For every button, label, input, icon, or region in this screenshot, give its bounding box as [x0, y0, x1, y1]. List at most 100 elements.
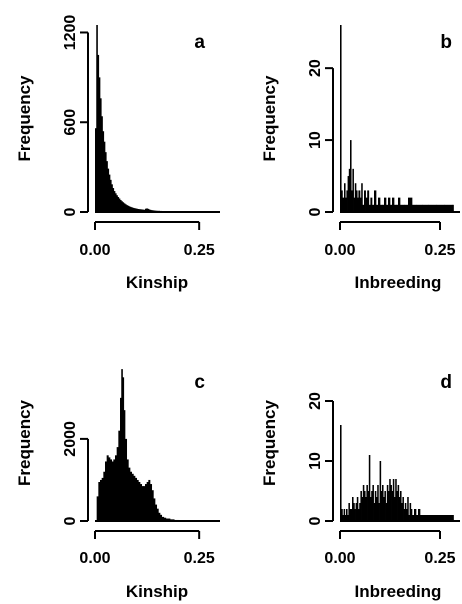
histogram-bar	[420, 515, 425, 521]
histogram-bar	[121, 369, 123, 521]
histogram-bar	[356, 190, 358, 212]
histogram-bar	[141, 486, 144, 521]
histogram-bar	[358, 190, 361, 212]
histogram-bars	[96, 369, 218, 521]
histogram-bar	[444, 204, 453, 212]
histogram-bar	[165, 518, 171, 521]
histogram-bar	[126, 205, 128, 212]
histogram-bar	[366, 485, 368, 521]
y-tick-label: 0	[307, 207, 324, 216]
histogram-bar	[161, 516, 165, 521]
histogram-bar	[389, 479, 391, 521]
histogram-bar	[390, 485, 392, 521]
histogram-bar	[362, 204, 365, 212]
histogram-bar	[110, 459, 113, 521]
panel-letter: b	[440, 32, 452, 53]
histogram-bars	[340, 425, 454, 521]
histogram-bar	[372, 485, 374, 521]
histogram-bar	[136, 479, 139, 521]
histogram-bar	[378, 197, 381, 212]
histogram-bar	[127, 205, 130, 212]
y-axis-label: Frequency	[15, 399, 34, 486]
histogram-bar	[143, 209, 146, 212]
histogram-bar	[122, 377, 125, 521]
histogram-bar	[132, 207, 135, 212]
histogram-bar	[360, 197, 362, 212]
histogram-bar	[364, 190, 366, 212]
histogram-bar	[105, 461, 108, 521]
histogram-bar	[138, 209, 141, 212]
histogram-bar	[362, 485, 365, 521]
histogram-bar	[133, 475, 136, 521]
histogram-bar	[120, 397, 122, 521]
panel-d: 0 10 20 0.00 0.25 Inbreeding Frequency d	[260, 372, 460, 601]
histogram-bar	[409, 503, 412, 521]
histogram-bar	[353, 503, 355, 521]
histogram-bar	[403, 509, 406, 521]
histogram-bar	[368, 455, 371, 521]
y-tick-label: 1200	[62, 15, 79, 51]
histogram-bar	[376, 204, 379, 212]
histogram-bar	[346, 190, 348, 212]
histogram-bar	[340, 425, 342, 521]
histogram-bar	[145, 484, 148, 521]
histogram-bar	[120, 200, 122, 212]
histogram-bar	[438, 515, 445, 521]
histogram-bar	[412, 204, 417, 212]
histogram-bar	[125, 438, 128, 521]
histogram-bar	[452, 204, 454, 212]
histogram-bar	[382, 485, 384, 521]
histogram-bar	[354, 509, 356, 521]
x-tick-label: 0.25	[424, 550, 455, 567]
histogram-bar	[103, 471, 106, 521]
histogram-bar	[356, 497, 359, 521]
histogram-bar	[96, 25, 98, 212]
histogram-bar	[386, 204, 389, 212]
histogram-bar	[398, 197, 401, 212]
y-tick-label: 0	[62, 207, 79, 216]
histogram-bar	[345, 197, 347, 212]
histogram-bar	[378, 503, 380, 521]
histogram-bar	[143, 486, 146, 521]
histogram-bar	[353, 197, 356, 212]
histogram-bar	[372, 204, 375, 212]
histogram-bar	[115, 193, 117, 212]
histogram-bar	[101, 116, 103, 212]
histogram-bar	[341, 509, 343, 521]
histogram-bar	[352, 168, 354, 212]
histogram-bar	[106, 161, 108, 212]
histogram-bar	[347, 176, 350, 212]
histogram-bar	[342, 197, 345, 212]
histogram-bar	[98, 482, 101, 521]
histogram-bars	[340, 25, 454, 212]
histogram-bar	[416, 204, 423, 212]
histogram-bar	[150, 484, 153, 521]
histogram-bar	[396, 491, 398, 521]
histogram-bar	[355, 503, 358, 521]
histogram-bar	[388, 197, 391, 212]
histogram-bar	[118, 198, 121, 212]
histogram-bar	[113, 191, 116, 212]
histogram-bar	[382, 204, 385, 212]
histogram-bar	[102, 131, 105, 212]
y-tick-label: 2000	[62, 421, 79, 457]
histogram-bar	[103, 141, 106, 212]
histogram-bar	[145, 208, 147, 212]
histogram-bar	[436, 204, 445, 212]
histogram-bar	[400, 491, 402, 521]
histogram-bar	[374, 190, 377, 212]
histogram-bar	[147, 208, 150, 212]
histogram-bar	[150, 209, 152, 212]
histogram-bar	[384, 491, 386, 521]
histogram-bar	[123, 410, 126, 521]
y-axis-label: Frequency	[15, 75, 34, 162]
histogram-bar	[360, 491, 362, 521]
histogram-bar	[376, 497, 378, 521]
histogram-bar	[347, 515, 349, 521]
histogram-bar	[344, 183, 346, 212]
histogram-bar	[346, 509, 348, 521]
histogram-bar	[128, 206, 131, 212]
histogram-bar	[407, 497, 409, 521]
x-tick-label: 0.00	[79, 242, 110, 259]
